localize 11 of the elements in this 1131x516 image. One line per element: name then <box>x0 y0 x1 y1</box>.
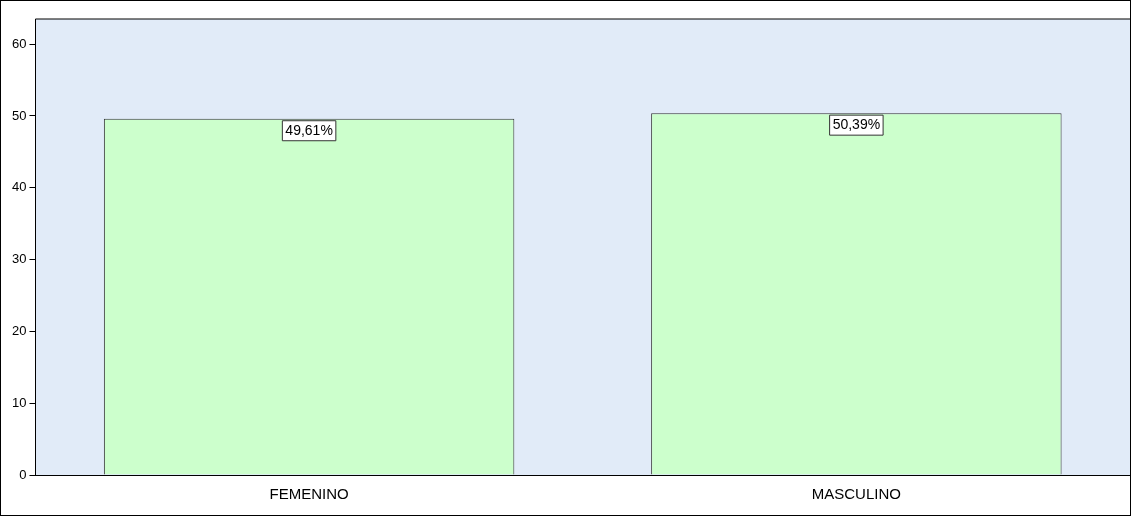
data-label: 50,39% <box>832 116 881 132</box>
y-tick-label: 40 <box>11 179 27 195</box>
y-tick-label: 0 <box>19 466 27 482</box>
x-tick-label: MASCULINO <box>811 485 901 503</box>
y-tick-label: 30 <box>11 251 27 267</box>
x-tick-label: FEMENINO <box>269 485 349 503</box>
y-tick-label: 50 <box>11 107 27 123</box>
data-label: 49,61% <box>285 121 333 138</box>
y-tick-label: 20 <box>11 322 27 338</box>
y-tick-label: 10 <box>11 394 27 410</box>
y-tick-label: 60 <box>11 35 27 51</box>
